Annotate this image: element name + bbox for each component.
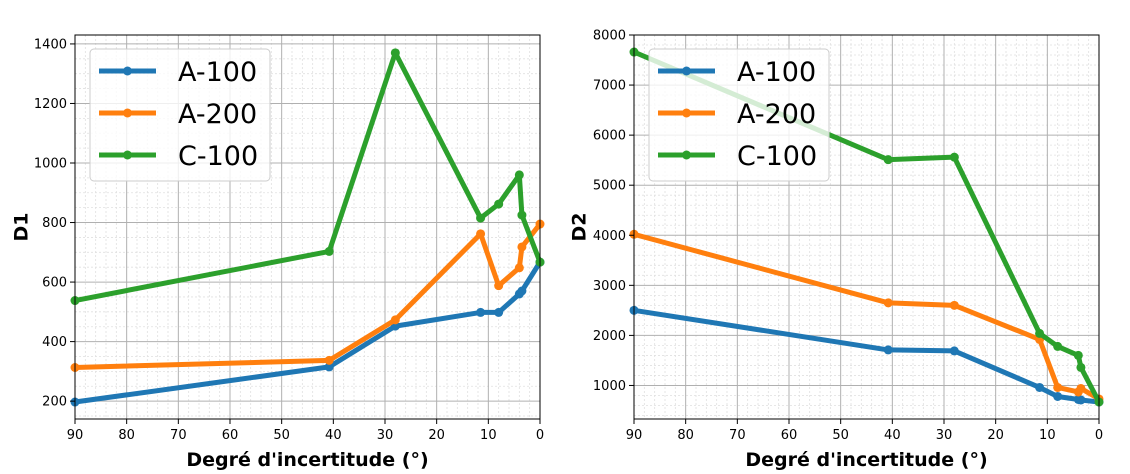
legend-label: A-100 [178, 57, 257, 88]
data-point [883, 298, 893, 308]
legend: A-100 A-200 C-100 [89, 48, 271, 182]
x-tick-label: 50 [273, 428, 290, 443]
legend-label: C-100 [737, 141, 817, 172]
data-point [494, 281, 504, 291]
chart-d1: 90 80 70 60 50 40 30 20 10 0 200 400 600 800 1000 1200 1… [11, 34, 545, 471]
legend-box [89, 48, 271, 182]
x-tick-label: 70 [170, 428, 187, 443]
x-tick-label: 10 [480, 428, 497, 443]
data-point [517, 286, 527, 296]
y-axis-label: D1 [11, 213, 33, 242]
chart-d2: 90 80 70 60 50 40 30 20 10 0 1000 2000 3000 4000 5000 6… [569, 29, 1104, 471]
legend: A-100 A-200 C-100 [648, 48, 830, 182]
y-tick-label: 3000 [593, 279, 626, 294]
data-point [517, 210, 527, 220]
ticks: 90 80 70 60 50 40 30 20 10 0 1000 2000 3000 4000 5000 6… [593, 29, 1103, 444]
y-tick-label: 4000 [593, 229, 626, 244]
y-tick-label: 1000 [34, 157, 67, 172]
data-point [324, 362, 334, 372]
data-point [324, 246, 334, 256]
x-tick-label: 50 [832, 428, 849, 443]
data-point [1035, 328, 1045, 338]
y-tick-label: 400 [42, 335, 67, 350]
y-tick-label: 7000 [593, 79, 626, 94]
x-tick-label: 40 [325, 428, 342, 443]
y-tick-label: 1000 [593, 379, 626, 394]
legend-marker [682, 150, 691, 160]
legend-marker [682, 66, 691, 76]
x-tick-label: 90 [626, 428, 643, 443]
y-tick-label: 800 [42, 216, 67, 231]
x-tick-label: 0 [1095, 428, 1103, 443]
legend-label: A-200 [737, 99, 816, 130]
data-point [514, 170, 524, 180]
data-point [883, 155, 893, 165]
x-tick-label: 80 [677, 428, 694, 443]
data-point [476, 229, 486, 239]
data-point [949, 300, 959, 310]
series-c-100 [629, 47, 1104, 407]
data-point [949, 346, 959, 356]
data-point [1035, 382, 1045, 392]
legend-marker [682, 108, 691, 118]
data-point [476, 307, 486, 317]
data-point [324, 355, 334, 365]
x-tick-label: 90 [67, 428, 84, 443]
x-tick-label: 30 [936, 428, 953, 443]
legend-label: A-100 [737, 57, 816, 88]
data-point [390, 48, 400, 58]
x-tick-label: 40 [884, 428, 901, 443]
legend-box [648, 48, 830, 182]
x-tick-label: 20 [987, 428, 1004, 443]
data-point [1076, 395, 1086, 405]
x-tick-label: 20 [428, 428, 445, 443]
y-tick-label: 5000 [593, 179, 626, 194]
data-point [517, 242, 527, 252]
legend-label: A-200 [178, 99, 257, 130]
data-point [390, 315, 400, 325]
data-point [883, 345, 893, 355]
data-point [1053, 382, 1063, 392]
data-point [1053, 341, 1063, 351]
ticks: 90 80 70 60 50 40 30 20 10 0 200 400 600 800 1000 1200 1… [34, 37, 544, 443]
legend-marker [123, 66, 132, 76]
legend-marker [123, 150, 132, 160]
data-point [494, 199, 504, 209]
data-point [949, 152, 959, 162]
series-a-100 [70, 257, 545, 407]
y-tick-label: 600 [42, 276, 67, 291]
series-c-100 [70, 48, 545, 306]
x-tick-label: 60 [222, 428, 239, 443]
legend-label: C-100 [178, 141, 258, 172]
data-point [1053, 391, 1063, 401]
x-axis-label: Degré d'incertitude (°) [186, 449, 428, 471]
y-tick-label: 1200 [34, 97, 67, 112]
x-tick-label: 10 [1039, 428, 1056, 443]
x-tick-label: 60 [781, 428, 798, 443]
data-point [494, 307, 504, 317]
axes-frame [74, 34, 541, 420]
data-point [1076, 383, 1086, 393]
data-point [514, 263, 524, 273]
y-axis-label: D2 [569, 213, 591, 242]
series-line [74, 50, 543, 303]
x-tick-label: 70 [729, 428, 746, 443]
y-tick-label: 8000 [593, 29, 626, 44]
y-tick-label: 1400 [34, 37, 67, 52]
legend-marker [123, 108, 132, 118]
data-point [476, 213, 486, 223]
data-point [1073, 350, 1083, 360]
axes-frame [633, 34, 1100, 420]
y-tick-label: 200 [42, 395, 67, 410]
y-tick-label: 6000 [593, 129, 626, 144]
x-axis-label: Degré d'incertitude (°) [745, 449, 987, 471]
x-tick-label: 30 [377, 428, 394, 443]
x-tick-label: 0 [536, 428, 544, 443]
x-tick-label: 80 [118, 428, 135, 443]
data-point [1076, 362, 1086, 372]
y-tick-label: 2000 [593, 329, 626, 344]
